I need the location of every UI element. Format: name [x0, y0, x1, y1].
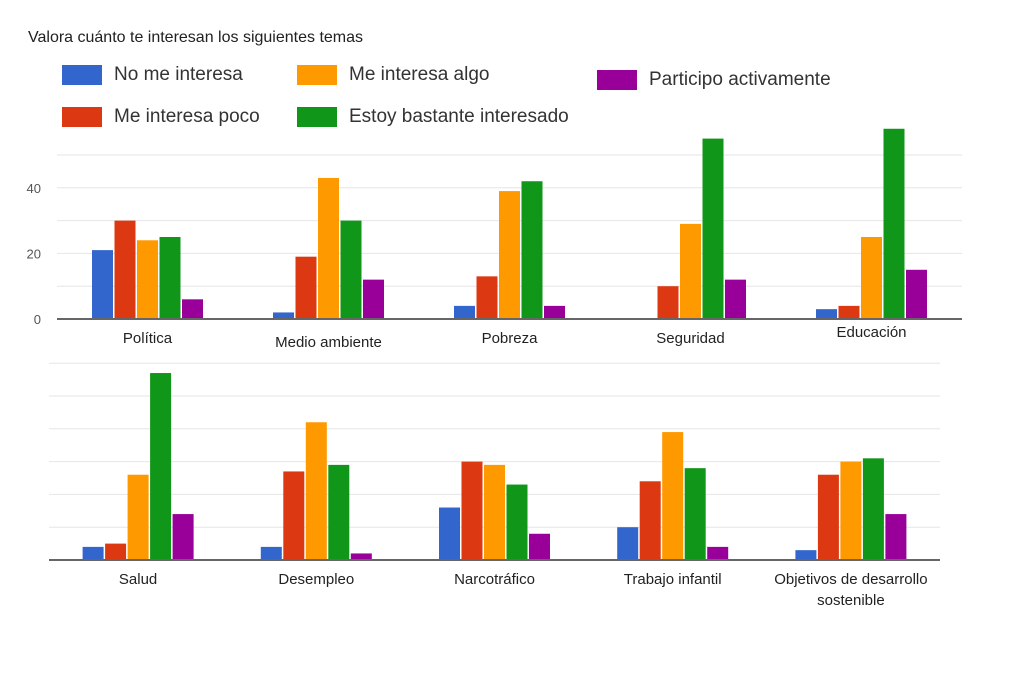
x-category-label: Política	[123, 330, 173, 347]
bar	[506, 484, 528, 560]
bar	[328, 464, 350, 560]
bar	[680, 223, 701, 319]
x-category-label: Desempleo	[278, 571, 354, 588]
bar	[684, 468, 706, 560]
bar	[340, 220, 362, 319]
x-category-label: Medio ambiente	[275, 334, 382, 351]
bar	[454, 305, 475, 319]
x-category-label: Salud	[119, 571, 157, 588]
bar	[840, 461, 862, 560]
bar	[273, 312, 294, 319]
bar	[862, 458, 884, 560]
bar	[816, 309, 837, 319]
legend-swatch	[597, 70, 637, 90]
legend-item-no-me-interesa[interactable]: No me interesa	[62, 64, 243, 86]
bar	[657, 286, 679, 319]
bar	[861, 237, 882, 319]
bar	[92, 250, 113, 319]
legend-item-me-interesa-poco[interactable]: Me interesa poco	[62, 106, 260, 128]
legend-label: Participo activamente	[649, 69, 831, 90]
bar	[82, 546, 104, 560]
bar	[883, 128, 905, 319]
bar	[172, 514, 194, 560]
legend-label: Me interesa algo	[349, 64, 490, 85]
bar	[544, 305, 565, 319]
legend-label: Me interesa poco	[114, 106, 260, 127]
bar	[725, 279, 746, 319]
legend-swatch	[297, 107, 337, 127]
bar	[639, 481, 661, 560]
bar	[305, 422, 327, 560]
x-category-label: Objetivos de desarrollo	[774, 571, 927, 588]
bar	[707, 546, 729, 560]
bar	[499, 191, 520, 319]
x-category-label: Pobreza	[482, 330, 539, 347]
bar	[318, 177, 339, 319]
bar	[617, 527, 639, 560]
legend-swatch	[297, 65, 337, 85]
bar	[702, 138, 724, 319]
bar	[350, 553, 372, 560]
x-category-label: sostenible	[817, 592, 885, 609]
bar	[127, 474, 149, 560]
bar	[795, 550, 817, 560]
legend-label: No me interesa	[114, 64, 243, 85]
bar	[137, 240, 158, 319]
y-tick-label: 0	[34, 312, 41, 327]
legend-item-me-interesa-algo[interactable]: Me interesa algo	[297, 64, 489, 86]
bar	[283, 471, 305, 560]
legend-label: Estoy bastante interesado	[349, 106, 569, 127]
bar	[906, 269, 927, 319]
bar	[817, 474, 839, 560]
bar	[476, 276, 498, 319]
x-category-label: Educación	[836, 324, 906, 341]
legend-item-participo-activamente[interactable]: Participo activamente	[597, 69, 831, 91]
bar	[521, 181, 543, 319]
chart-title: Valora cuánto te interesan los siguiente…	[28, 29, 364, 46]
x-category-label: Seguridad	[656, 330, 724, 347]
y-tick-label: 40	[27, 181, 41, 196]
bar	[662, 432, 684, 560]
legend-item-estoy-bastante-interesado[interactable]: Estoy bastante interesado	[297, 106, 569, 128]
bar	[461, 461, 483, 560]
legend-swatch	[62, 65, 102, 85]
bar	[885, 514, 907, 560]
bar	[150, 373, 172, 560]
y-tick-label: 20	[27, 246, 41, 261]
bar	[484, 464, 505, 560]
bar	[114, 220, 136, 319]
bar	[363, 279, 384, 319]
legend-swatch	[62, 107, 102, 127]
bar	[182, 299, 203, 319]
bar	[838, 305, 860, 319]
bar	[260, 546, 282, 560]
bar	[105, 543, 127, 560]
x-category-label: Narcotráfico	[454, 571, 535, 588]
x-category-label: Trabajo infantil	[624, 571, 722, 588]
bar	[159, 237, 181, 319]
bar	[439, 507, 460, 560]
bar	[295, 256, 317, 319]
bar	[529, 533, 550, 560]
